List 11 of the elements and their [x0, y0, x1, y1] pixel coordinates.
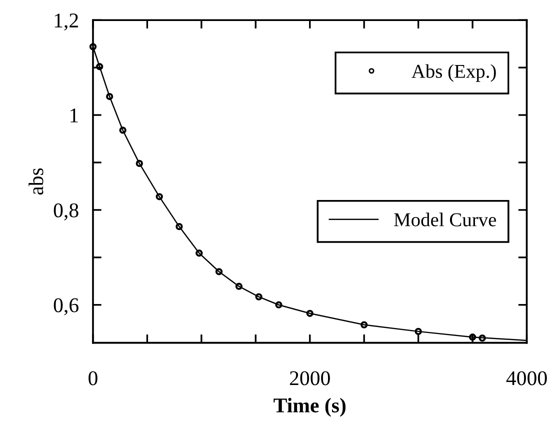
legend-label: Model Curve: [394, 212, 496, 226]
y-tick-label: 0,8: [54, 203, 78, 220]
y-tick-label: 0,6: [54, 298, 78, 316]
y-tick-label: 1,2: [54, 14, 78, 31]
y-axis-title: abs: [28, 168, 44, 195]
y-tick-label: 1: [70, 108, 78, 122]
x-tick-label: 4000: [506, 371, 547, 386]
x-tick-label: 0: [88, 371, 98, 386]
x-tick-label: 2000: [290, 371, 330, 386]
legend-label: Abs (Exp.): [412, 64, 496, 82]
x-axis-title: Time (s): [274, 398, 346, 417]
